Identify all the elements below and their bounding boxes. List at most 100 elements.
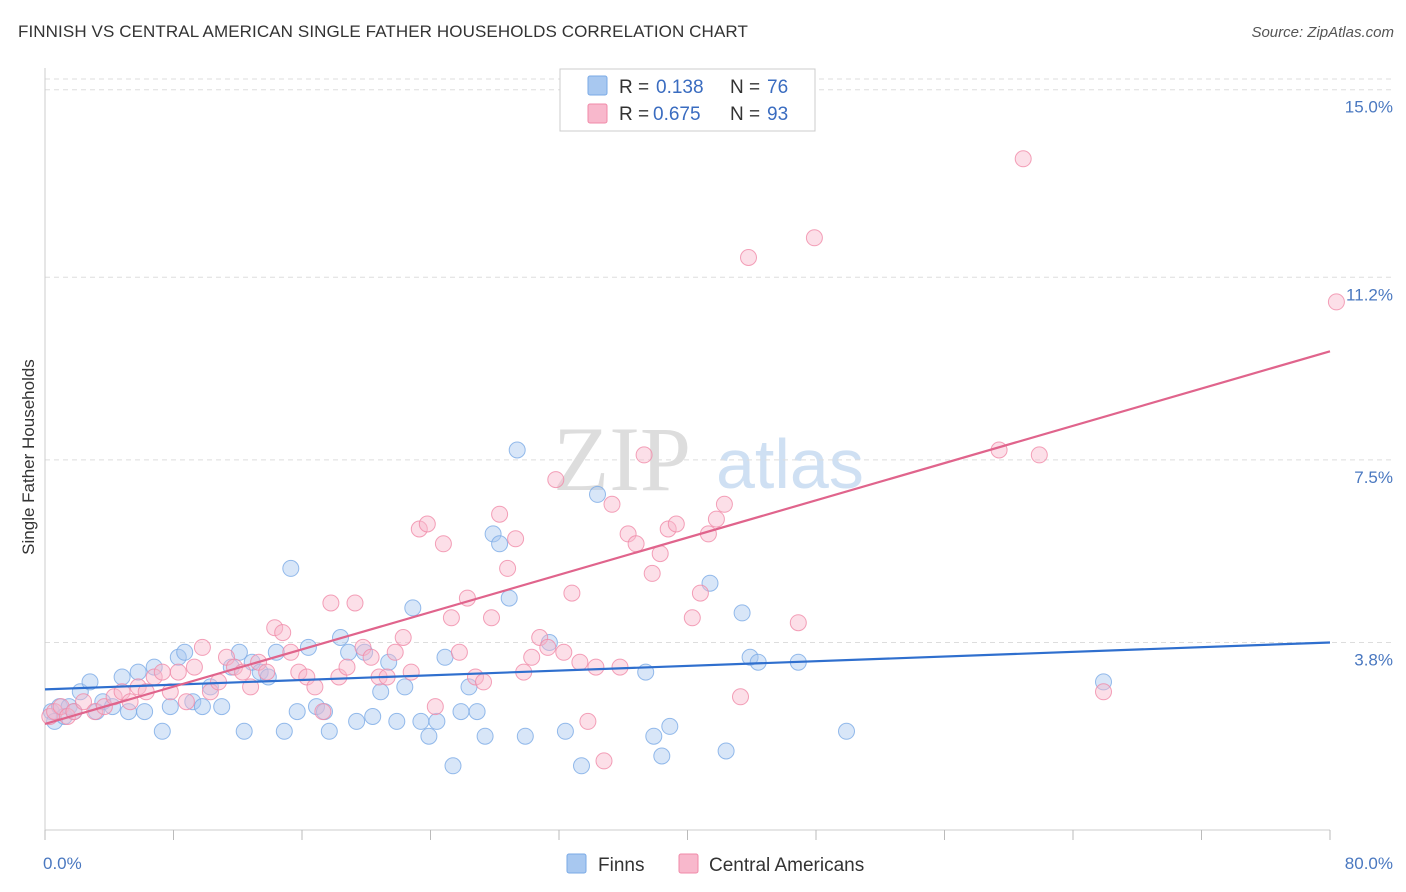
x-tick-label-max: 80.0% [1345,854,1393,873]
data-point [436,648,454,666]
data-point [667,515,685,533]
data-point [145,658,163,676]
data-point [491,505,509,523]
data-point [169,663,187,681]
data-point [306,678,324,696]
bottom-legend-label-finns: Finns [598,855,644,876]
data-point [789,614,807,632]
data-point [452,703,470,721]
top-legend: R = 0.138 N = 76 R = 0.675 N = 93 [559,68,816,132]
data-point [177,693,195,711]
data-point [81,673,99,691]
data-point [715,495,733,513]
data-point [838,722,855,740]
data-point [258,663,276,681]
data-point [153,663,171,681]
legend-swatch-central-americans [587,103,608,124]
data-point [1030,446,1048,464]
legend-r-value-central-americans: 0.675 [653,104,701,125]
y-tick-label: 7.5% [1354,468,1393,487]
data-point [176,643,194,661]
x-axis-ticks [44,830,1331,840]
data-point [653,747,671,765]
data-point [484,525,502,543]
data-point [1327,293,1345,311]
data-point [741,648,759,666]
series-central-americans-points [41,150,1345,770]
data-point [420,727,438,745]
data-point [428,712,446,730]
y-tick-label: 11.2% [1346,285,1393,304]
data-point [507,530,525,548]
data-point [556,722,574,740]
data-point [235,722,253,740]
data-point [645,727,663,745]
data-point [388,712,406,730]
data-point [426,698,444,716]
data-point [563,584,581,602]
data-point [396,678,414,696]
legend-r-label-finns: R = [619,77,649,98]
watermark-zip: ZIP [553,408,691,510]
data-point [523,648,541,666]
data-point [410,520,428,538]
data-point [1095,673,1112,691]
data-point [1095,683,1112,701]
data-point [547,471,565,489]
data-point [571,653,589,671]
y-axis-tick-labels: 3.8% 7.5% 11.2% 15.0% [1345,98,1393,670]
data-point [603,495,621,513]
data-point [691,584,709,602]
bottom-legend: Finns Central Americans [566,853,864,876]
data-point [643,564,661,582]
data-point [386,643,404,661]
data-point [274,624,292,642]
data-point [161,698,179,716]
data-point [483,609,500,627]
legend-swatch-finns [587,75,608,96]
data-point [266,619,284,637]
data-point [573,757,590,775]
data-point [589,485,606,503]
watermark: ZIP atlas [553,408,864,510]
data-point [314,703,332,721]
y-tick-label: 3.8% [1354,650,1393,669]
data-point [627,535,645,553]
data-point [442,609,460,627]
data-point [129,663,147,681]
data-point [508,441,526,459]
trend-line [44,350,1331,725]
data-point [193,638,211,656]
legend-r-label-central-americans: R = [619,104,649,125]
data-point [659,520,677,538]
data-point [404,599,422,617]
watermark-atlas: atlas [716,425,864,503]
data-point [475,673,492,691]
data-point [539,638,557,656]
data-point [288,703,306,721]
data-point [364,708,382,725]
y-axis-label: Single Father Households [19,359,38,555]
data-point [707,510,725,528]
data-point [491,535,509,553]
data-point [184,693,202,711]
data-point [275,722,293,740]
data-point [153,722,171,740]
data-point [500,589,518,607]
data-point [555,643,573,661]
data-point [372,683,390,701]
data-point [185,658,203,676]
data-point [380,653,398,671]
y-tick-label: 15.0% [1345,98,1393,117]
data-point [340,643,358,661]
data-point [338,658,356,676]
data-point [346,594,364,612]
data-point [193,698,211,716]
gridlines [45,78,1392,643]
data-point [434,535,452,553]
data-point [320,722,338,740]
data-point [805,229,823,247]
data-point [468,703,486,721]
data-point [362,648,380,666]
bottom-legend-swatch-finns [566,853,587,874]
